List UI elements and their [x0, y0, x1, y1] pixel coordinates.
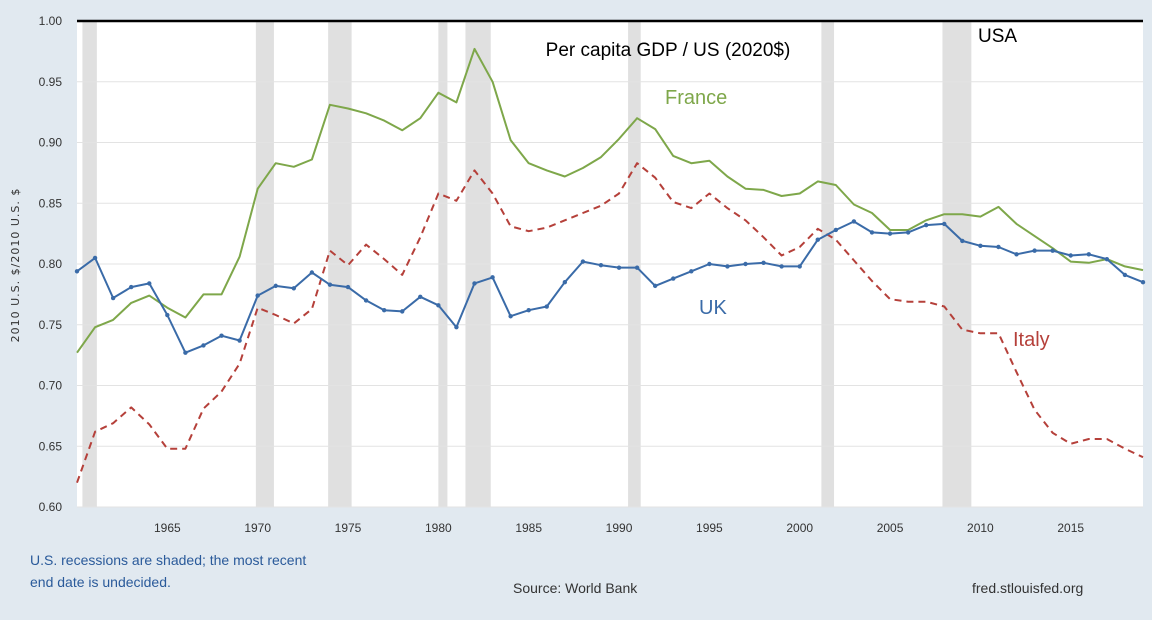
series-point-uk [689, 269, 694, 274]
series-point-uk [219, 333, 224, 338]
series-point-uk [92, 255, 98, 261]
series-point-uk [544, 304, 549, 309]
y-tick-label-0: 0.60 [39, 500, 63, 514]
y-tick-label-3: 0.75 [39, 318, 63, 332]
series-point-uk [1032, 248, 1037, 253]
series-line-uk [76, 220, 1144, 354]
y-axis-ticks: 0.60 0.65 0.70 0.75 0.80 0.85 0.90 0.95 1.00 [39, 14, 63, 514]
series-point-uk [671, 276, 676, 281]
series-point-uk [418, 294, 423, 300]
series-point-uk [508, 314, 513, 319]
series-point-uk [996, 244, 1001, 250]
series-point-uk [309, 270, 315, 275]
series-label-uk: UK [699, 297, 727, 319]
x-tick-label-9: 2010 [967, 521, 994, 535]
series-point-uk [1104, 256, 1110, 262]
series-point-uk [562, 280, 568, 285]
x-tick-label-3: 1980 [425, 521, 452, 535]
series-point-uk [580, 259, 586, 264]
series-point-uk [1086, 252, 1091, 257]
series-point-uk [129, 284, 134, 290]
series-point-uk [634, 265, 640, 270]
y-tick-label-8: 1.00 [39, 14, 63, 28]
series-point-uk [255, 293, 260, 298]
series-point-uk [327, 282, 333, 287]
source-label: Source: World Bank [513, 580, 638, 596]
series-point-uk [201, 343, 206, 348]
x-tick-label-2: 1975 [335, 521, 362, 535]
series-point-uk [743, 261, 748, 267]
series-label-france: France [665, 87, 727, 109]
series-point-uk [833, 227, 839, 233]
y-tick-label-2: 0.70 [39, 379, 63, 393]
series-point-uk [960, 238, 965, 244]
series-point-uk [707, 261, 712, 267]
y-tick-label-7: 0.95 [39, 75, 63, 89]
series-uk [74, 219, 1146, 355]
series-point-uk [652, 283, 658, 289]
series-point-uk [616, 265, 622, 270]
series [74, 19, 1146, 484]
series-france [76, 47, 1144, 354]
series-point-uk [400, 309, 405, 314]
series-point-uk [851, 219, 857, 224]
series-point-uk [291, 286, 297, 291]
series-line-france [76, 47, 1144, 354]
series-point-uk [978, 243, 983, 248]
x-tick-label-0: 1965 [154, 521, 181, 535]
series-point-uk [490, 275, 495, 280]
series-point-uk [1014, 252, 1019, 257]
series-point-uk [526, 307, 531, 313]
series-label-usa: USA [978, 26, 1017, 47]
series-point-uk [797, 264, 802, 269]
series-point-uk [381, 307, 387, 313]
series-point-uk [1122, 272, 1128, 278]
y-tick-label-6: 0.90 [39, 136, 63, 150]
series-point-uk [725, 264, 730, 269]
series-point-uk [110, 295, 116, 301]
series-point-uk [436, 303, 441, 308]
series-point-uk [815, 237, 820, 242]
x-tick-label-7: 2000 [786, 521, 813, 535]
chart-title: Per capita GDP / US (2020$) [546, 40, 791, 61]
y-tick-label-5: 0.85 [39, 196, 63, 210]
y-tick-label-1: 0.65 [39, 439, 63, 453]
series-line-italy [76, 162, 1144, 484]
series-label-italy: Italy [1013, 329, 1050, 351]
series-point-uk [779, 264, 784, 269]
series-point-uk [598, 263, 604, 268]
series-italy [76, 162, 1144, 484]
series-point-uk [1050, 248, 1055, 253]
x-axis-ticks: 1965 1970 1975 1980 1985 1990 1995 2000 2005 2010… [154, 521, 1084, 535]
series-point-uk [165, 312, 170, 318]
x-tick-label-8: 2005 [877, 521, 904, 535]
series-point-uk [147, 281, 152, 286]
series-point-uk [942, 221, 947, 227]
series-point-uk [1140, 280, 1146, 285]
series-point-uk [363, 298, 369, 303]
series-point-uk [887, 231, 893, 236]
x-tick-label-10: 2015 [1057, 521, 1084, 535]
series-point-uk [183, 350, 188, 355]
x-tick-label-5: 1990 [606, 521, 633, 535]
recession-note: U.S. recessions are shaded; the most rec… [30, 552, 307, 590]
y-tick-label-4: 0.80 [39, 257, 63, 271]
series-point-uk [1068, 253, 1073, 258]
series-point-uk [273, 283, 278, 289]
site-link[interactable]: fred.stlouisfed.org [972, 580, 1084, 596]
series-point-uk [237, 338, 242, 343]
series-point-uk [923, 222, 929, 228]
y-axis-label: 2010 U.S. $/2010 U.S. $ [9, 188, 22, 343]
series-point-uk [454, 324, 459, 330]
series-point-uk [345, 284, 351, 290]
series-point-uk [472, 281, 477, 286]
x-tick-label-6: 1995 [696, 521, 723, 535]
series-point-uk [761, 260, 766, 265]
x-tick-label-1: 1970 [244, 521, 271, 535]
series-point-uk [905, 230, 911, 235]
series-point-uk [869, 230, 875, 235]
series-point-uk [74, 269, 80, 274]
x-tick-label-4: 1985 [515, 521, 542, 535]
